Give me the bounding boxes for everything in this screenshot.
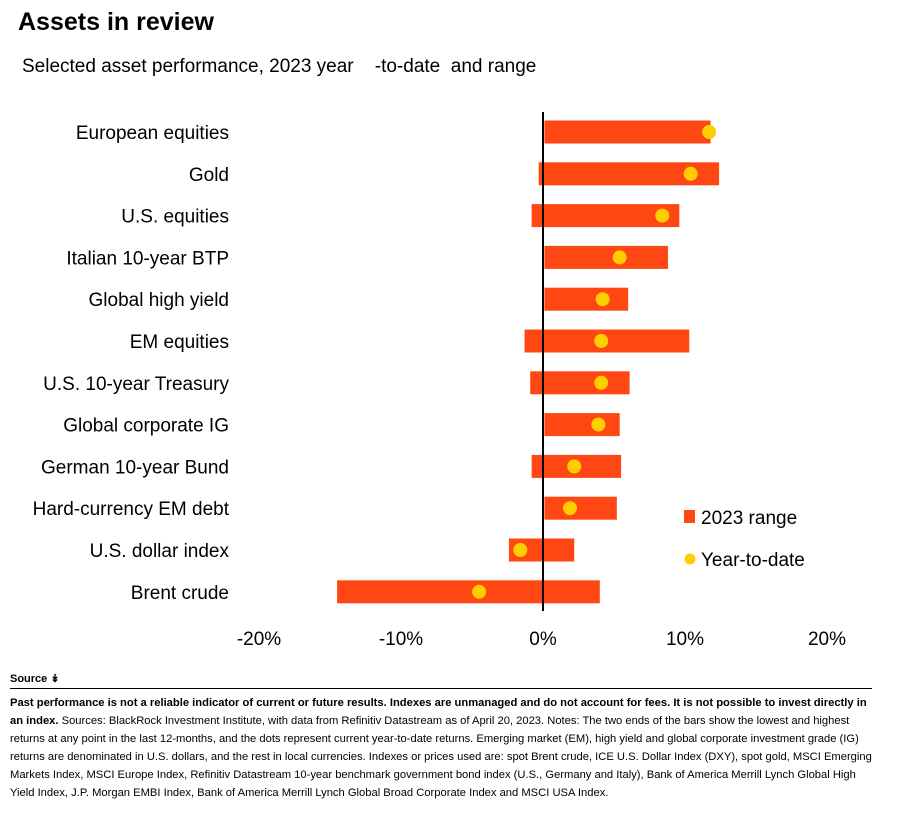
sources-notes-text: Sources: BlackRock Investment Institute,… [10, 715, 872, 799]
range-bar-global-high-yield [544, 287, 629, 311]
chevron-double-down-icon: ↡ [50, 673, 60, 685]
range-bar-hard-currency-em-debt [544, 496, 617, 520]
ytd-dot-european-equities [702, 125, 717, 139]
legend-range-label: 2023 range [701, 508, 797, 529]
range-bar-brent-crude [337, 580, 600, 604]
range-bar-italian-10-year-btp [544, 245, 668, 269]
category-label-em-equities: EM equities [130, 332, 229, 353]
range-bar-u-s-10-year-treasury [530, 371, 630, 395]
category-label-u-s-equities: U.S. equities [121, 207, 229, 228]
range-bar-global-corporate-ig [544, 413, 620, 437]
range-bar-u-s-dollar-index [508, 538, 575, 562]
x-tick-label: -10% [379, 629, 423, 650]
ytd-dot-brent-crude [472, 584, 487, 599]
legend-ytd-swatch [684, 553, 696, 565]
category-label-u-s-dollar-index: U.S. dollar index [90, 541, 230, 562]
ytd-dot-italian-10-year-btp [612, 250, 627, 265]
ytd-dot-global-corporate-ig [591, 417, 606, 432]
source-divider [10, 688, 872, 689]
ytd-dot-gold [683, 166, 698, 181]
ytd-dot-u-s-10-year-treasury [594, 375, 609, 390]
category-label-global-high-yield: Global high yield [89, 290, 229, 311]
range-bar-european-equities [544, 120, 711, 144]
category-label-european-equities: European equities [76, 123, 229, 144]
category-labels: European equities Gold U.S. equities Italia… [33, 123, 230, 604]
chart-subtitle: Selected asset performance, 2023 year -t… [22, 56, 537, 77]
range-bar-gold [538, 162, 720, 186]
x-tick-label: -20% [237, 629, 281, 650]
source-toggle-button[interactable]: Source ↡ [10, 672, 60, 685]
disclaimer-text: Past performance is not a reliable indic… [10, 697, 867, 727]
x-axis-tick-labels: -20% -10% 0% 10% 20% [237, 629, 846, 650]
category-label-hard-currency-em-debt: Hard-currency EM debt [33, 499, 230, 520]
ytd-dot-german-10-year-bund [567, 459, 582, 474]
legend: 2023 range Year-to-date [684, 508, 805, 571]
x-tick-label: 20% [808, 629, 846, 650]
source-footnote: Past performance is not a reliable indic… [10, 694, 872, 802]
category-label-u-s-10-year-treasury: U.S. 10-year Treasury [43, 374, 229, 395]
ytd-dots [472, 125, 717, 599]
legend-range-swatch [684, 510, 695, 523]
ytd-dot-u-s-equities [655, 208, 670, 223]
range-bars [337, 120, 720, 604]
ytd-dot-em-equities [594, 334, 609, 348]
legend-ytd-label: Year-to-date [701, 550, 805, 571]
range-chart: European equities Gold U.S. equities Italia… [33, 112, 846, 650]
x-tick-label: 0% [529, 629, 557, 650]
chart-title: Assets in review [18, 8, 214, 36]
category-label-global-corporate-ig: Global corporate IG [63, 416, 229, 437]
x-tick-label: 10% [666, 629, 704, 650]
ytd-dot-hard-currency-em-debt [562, 501, 577, 516]
category-label-italian-10-year-btp: Italian 10-year BTP [66, 248, 229, 269]
ytd-dot-u-s-dollar-index [513, 543, 528, 557]
ytd-dot-global-high-yield [595, 292, 610, 307]
category-label-brent-crude: Brent crude [131, 583, 229, 604]
range-bar-u-s-equities [531, 204, 680, 228]
category-label-german-10-year-bund: German 10-year Bund [41, 457, 229, 478]
category-label-gold: Gold [189, 165, 229, 186]
source-toggle-label: Source [10, 673, 48, 685]
